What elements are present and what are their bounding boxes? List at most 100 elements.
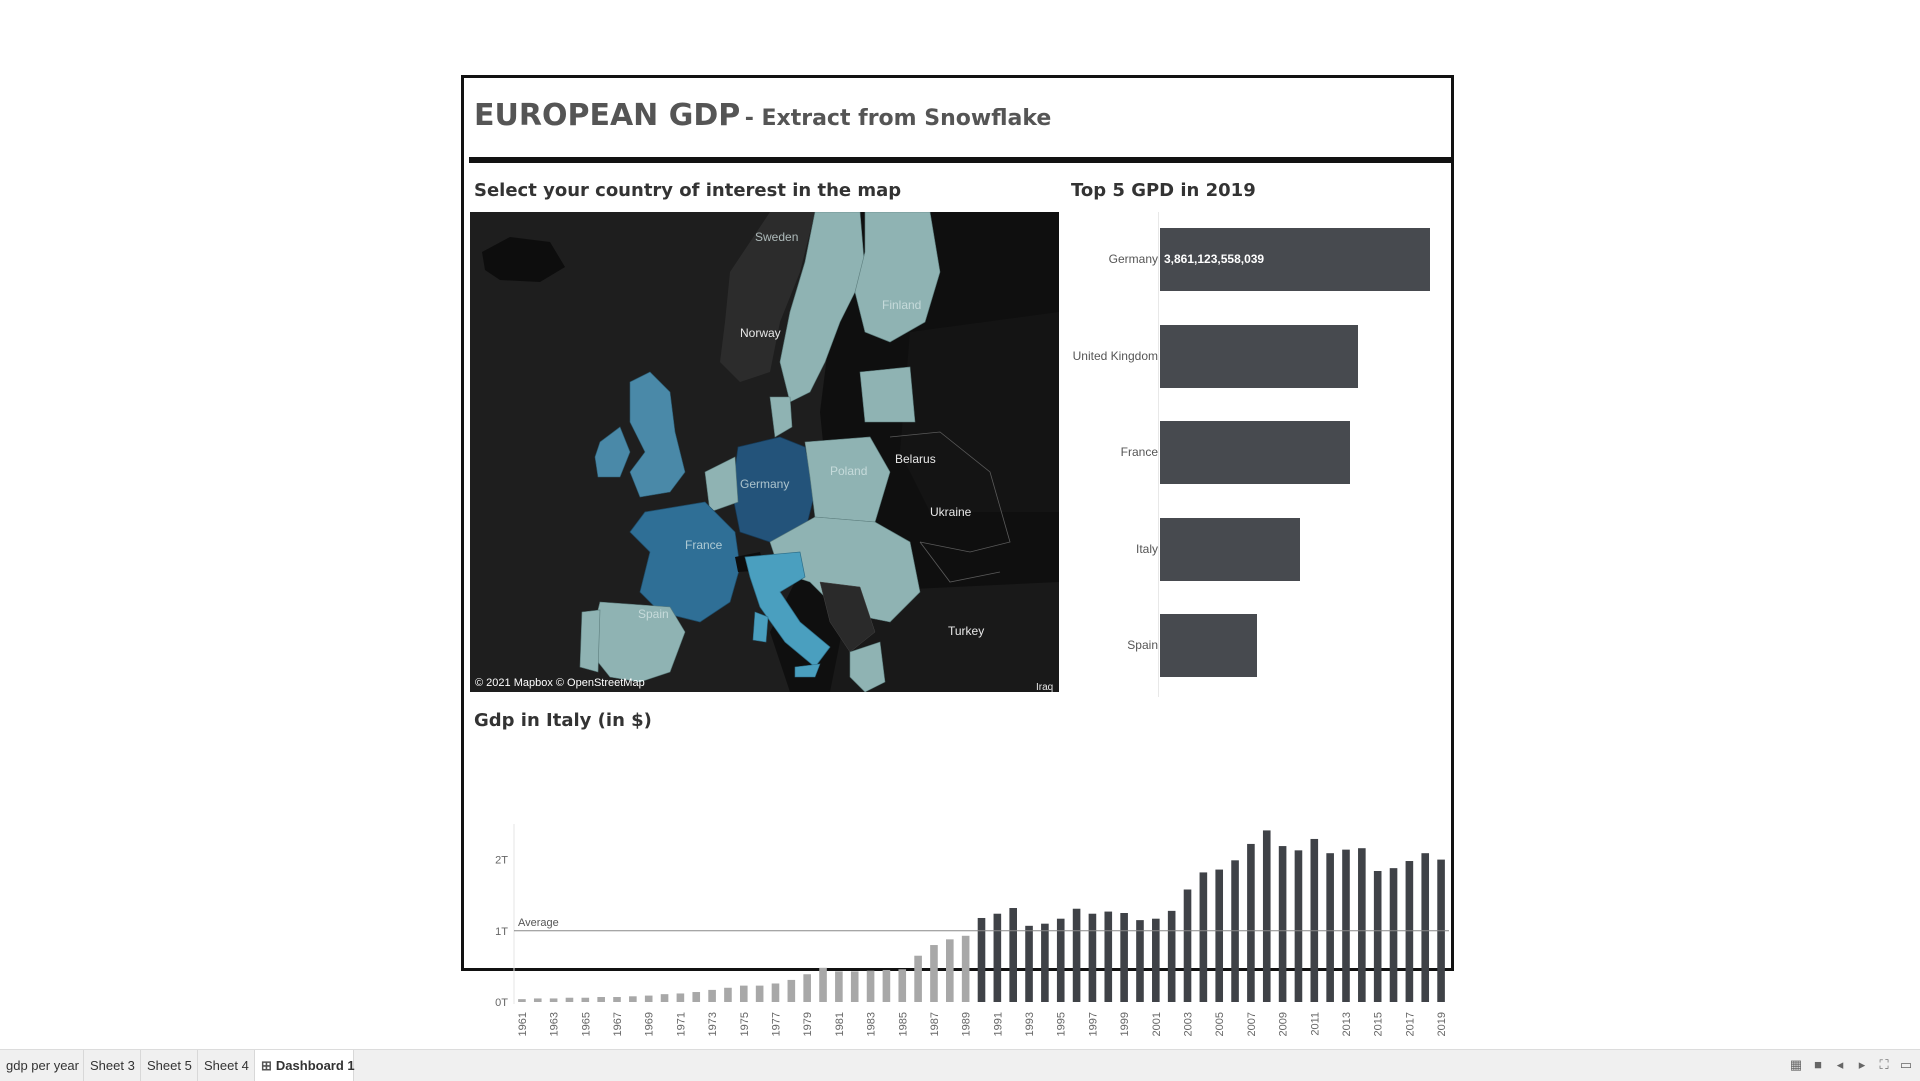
gdp-bar-1979[interactable] <box>803 974 811 1002</box>
top5-bar-france[interactable] <box>1160 421 1350 484</box>
gdp-bar-1999[interactable] <box>1120 913 1128 1002</box>
map-canvas[interactable] <box>470 212 1059 692</box>
gdp-bar-1982[interactable] <box>850 971 859 1002</box>
gdp-bar-1995[interactable] <box>1056 918 1065 1002</box>
gdp-bar-1986[interactable] <box>914 955 922 1002</box>
grid-view-icon[interactable]: ▦ <box>1789 1057 1803 1072</box>
top5-bar-italy[interactable] <box>1160 517 1301 581</box>
gdp-bar-2004[interactable] <box>1199 872 1208 1002</box>
x-tick-label: 2001 <box>1151 1012 1163 1036</box>
x-tick-label: 1967 <box>612 1012 624 1036</box>
gdp-bar-1980[interactable] <box>819 967 827 1002</box>
gdp-bar-2009[interactable] <box>1278 846 1287 1002</box>
x-tick-label: 2017 <box>1404 1012 1416 1036</box>
gdp-bar-2016[interactable] <box>1389 868 1398 1002</box>
gdp-bar-1963[interactable] <box>549 998 558 1002</box>
prev-icon[interactable]: ◂ <box>1836 1057 1844 1072</box>
gdp-bar-1981[interactable] <box>835 971 843 1002</box>
gdp-bar-2014[interactable] <box>1358 848 1366 1002</box>
sheet-tab-sheet-4[interactable]: Sheet 4 <box>198 1050 255 1081</box>
sheet-tab-dashboard-1[interactable]: ⊞ Dashboard 1 <box>255 1050 355 1081</box>
gdp-bar-1968[interactable] <box>629 996 637 1002</box>
x-tick-label: 1961 <box>517 1012 529 1036</box>
gdp-bar-1989[interactable] <box>961 935 970 1002</box>
gdp-bar-2013[interactable] <box>1342 849 1350 1002</box>
x-tick-label: 1973 <box>707 1012 719 1036</box>
y-tick-label: 0T <box>495 997 508 1009</box>
gdp-bar-1987[interactable] <box>930 945 938 1002</box>
gdp-bar-2008[interactable] <box>1262 830 1271 1002</box>
x-tick-label: 1997 <box>1087 1012 1099 1036</box>
gdp-bar-2007[interactable] <box>1247 843 1255 1002</box>
gdp-bar-1978[interactable] <box>787 979 796 1002</box>
x-tick-label: 2009 <box>1278 1012 1290 1036</box>
gdp-bar-1977[interactable] <box>771 983 780 1002</box>
gdp-bar-1984[interactable] <box>882 969 891 1002</box>
gdp-bar-1985[interactable] <box>898 969 907 1002</box>
top5-bar-spain[interactable] <box>1160 614 1258 677</box>
gdp-bar-1972[interactable] <box>692 992 701 1002</box>
gdp-bar-1997[interactable] <box>1088 913 1097 1002</box>
sheet-tab-sheet-3[interactable]: Sheet 3 <box>84 1050 141 1081</box>
top5-chart: Germany 3,861,123,558,039 United Kingdom Fr… <box>1064 212 1454 697</box>
gdp-bar-1966[interactable] <box>597 997 605 1002</box>
x-tick-label: 1979 <box>802 1012 814 1036</box>
map-label-spain: Spain <box>638 607 669 621</box>
sheet-tab-label: Sheet 5 <box>147 1058 192 1073</box>
gdp-bar-1994[interactable] <box>1041 923 1049 1002</box>
gdp-bar-2001[interactable] <box>1152 918 1160 1002</box>
top5-bar-germany[interactable]: 3,861,123,558,039 <box>1160 228 1430 291</box>
gdp-bar-1991[interactable] <box>993 913 1002 1002</box>
gdp-bar-2000[interactable] <box>1136 920 1144 1002</box>
gdp-bar-1973[interactable] <box>708 989 716 1002</box>
gdp-bar-2005[interactable] <box>1215 869 1224 1002</box>
top5-value-label: 3,861,123,558,039 <box>1164 252 1265 266</box>
top5-bar-united-kingdom[interactable] <box>1160 324 1358 388</box>
sheet-tab-sheet-5[interactable]: Sheet 5 <box>141 1050 198 1081</box>
gdp-bar-2018[interactable] <box>1421 853 1430 1002</box>
gdp-bar-1971[interactable] <box>676 993 685 1002</box>
top5-axis <box>1158 212 1159 697</box>
gdp-bar-2002[interactable] <box>1167 910 1176 1002</box>
gdp-bar-1988[interactable] <box>946 939 954 1002</box>
gdp-bar-2017[interactable] <box>1405 861 1414 1002</box>
x-tick-label: 1987 <box>929 1012 941 1036</box>
map-label-turkey: Turkey <box>948 624 985 638</box>
map-label-finland: Finland <box>882 298 922 312</box>
y-tick-label: 2T <box>495 855 508 867</box>
gdp-bar-1961[interactable] <box>518 999 526 1002</box>
gdp-bar-1969[interactable] <box>644 995 653 1002</box>
title-sub: - Extract from Snowflake <box>744 106 1052 131</box>
gdp-bar-2010[interactable] <box>1294 850 1303 1002</box>
gdp-bar-2011[interactable] <box>1310 838 1319 1002</box>
sheet-tab-gdp-per-year[interactable]: gdp per year <box>0 1050 84 1081</box>
gdp-bar-1974[interactable] <box>724 987 732 1002</box>
gdp-bar-2003[interactable] <box>1183 889 1192 1002</box>
gdp-bar-1976[interactable] <box>755 985 764 1002</box>
gdp-bar-1993[interactable] <box>1025 925 1033 1002</box>
map-label-belarus: Belarus <box>895 452 936 466</box>
gdp-bar-1975[interactable] <box>739 985 748 1002</box>
dashboard: EUROPEAN GDP - Extract from Snowflake Se… <box>461 75 1454 1036</box>
gdp-bar-1967[interactable] <box>613 997 621 1002</box>
x-tick-label: 1965 <box>580 1012 592 1036</box>
fullscreen-icon[interactable]: ⛶ <box>1879 1057 1889 1072</box>
single-view-icon[interactable]: ■ <box>1814 1057 1822 1072</box>
gdp-bar-1964[interactable] <box>565 997 574 1002</box>
x-tick-label: 1977 <box>770 1012 782 1036</box>
gdp-bar-1998[interactable] <box>1104 911 1113 1002</box>
gdp-bar-1962[interactable] <box>533 998 542 1002</box>
europe-map[interactable]: Sweden Finland Norway Germany Poland Bel… <box>470 212 1059 692</box>
gdp-bar-2012[interactable] <box>1326 853 1334 1002</box>
next-icon[interactable]: ▸ <box>1858 1057 1866 1072</box>
x-tick-label: 1985 <box>897 1012 909 1036</box>
gdp-bar-1996[interactable] <box>1072 908 1081 1002</box>
gdp-bar-1965[interactable] <box>581 997 590 1002</box>
gdp-bar-1970[interactable] <box>660 994 669 1002</box>
gdp-bar-1983[interactable] <box>866 970 875 1002</box>
gdp-bar-1990[interactable] <box>977 917 986 1002</box>
x-tick-label: 2013 <box>1341 1012 1353 1036</box>
gdp-bar-2015[interactable] <box>1373 870 1382 1002</box>
gdp-bar-1992[interactable] <box>1009 908 1017 1002</box>
presentation-icon[interactable]: ▭ <box>1899 1057 1913 1072</box>
